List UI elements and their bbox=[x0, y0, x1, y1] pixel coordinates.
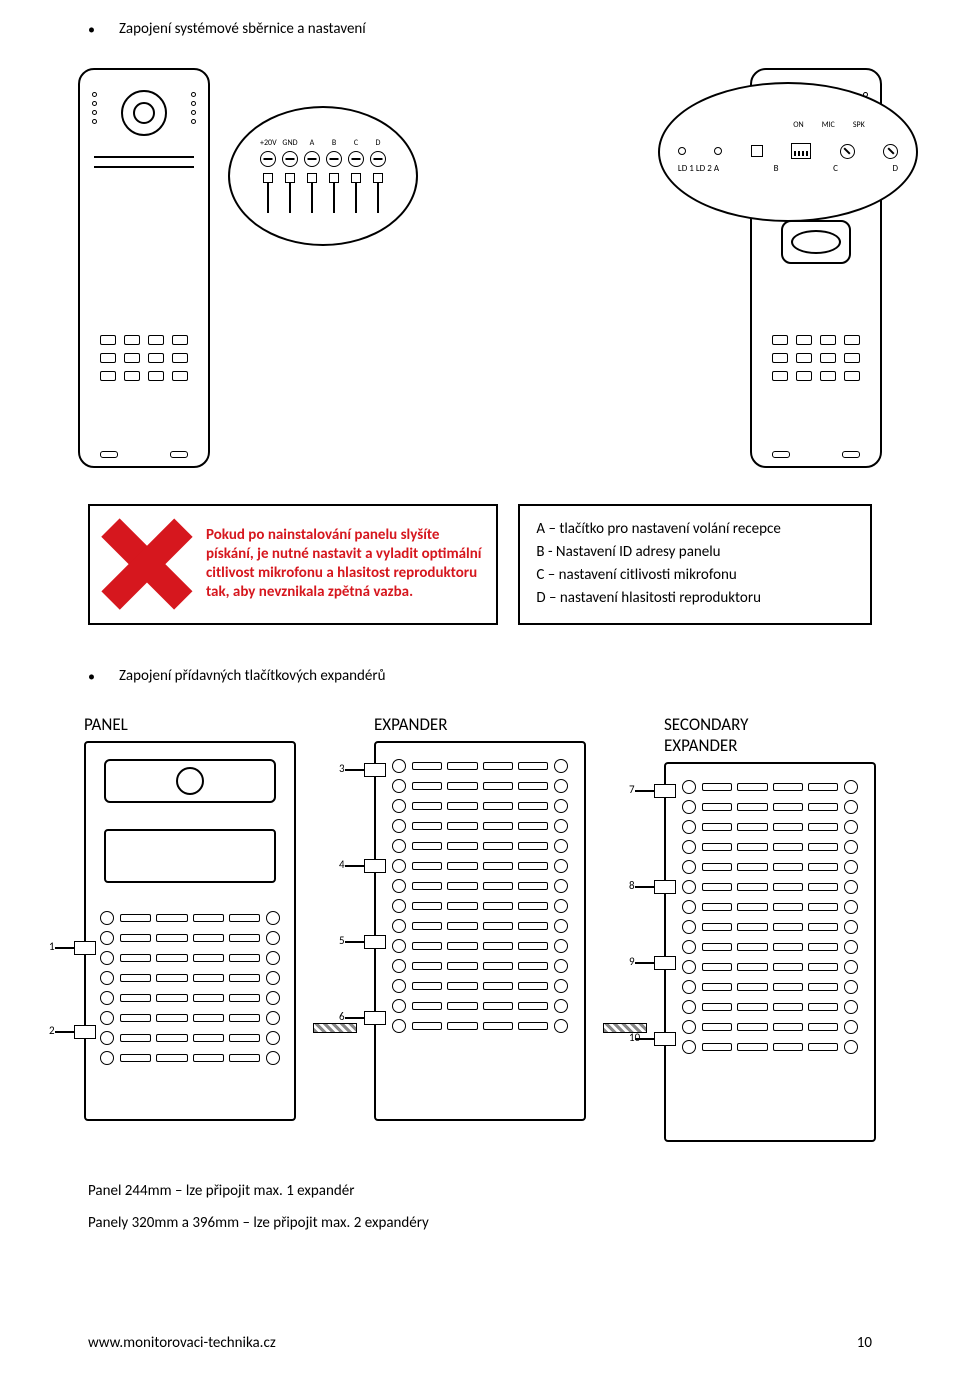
keypad bbox=[772, 335, 860, 381]
legend-c: C – nastavení citlivosti mikrofonu bbox=[536, 564, 854, 587]
col-expander: EXPANDER 3 4 5 6 bbox=[374, 714, 586, 1142]
callout-terminals: +20V GND A B C D bbox=[228, 106, 418, 246]
dip-switch-icon bbox=[791, 143, 811, 159]
bullet-icon: • bbox=[88, 20, 95, 40]
ctrl-label: ON bbox=[793, 120, 803, 130]
cable-icon bbox=[603, 1023, 647, 1033]
page-footer: www.monitorovaci-technika.cz 10 bbox=[88, 1334, 872, 1352]
bullet-icon: • bbox=[88, 667, 95, 687]
jack-num: 3 bbox=[339, 762, 345, 775]
jack-num: 6 bbox=[339, 1010, 345, 1023]
camera-icon bbox=[121, 90, 167, 136]
bottom-diagrams: PANEL 1 2 EXPANDER bbox=[84, 714, 876, 1142]
keypad bbox=[100, 335, 188, 381]
panel-device: 1 2 bbox=[84, 741, 296, 1121]
warning-box: Pokud po nainstalování panelu slyšíte pí… bbox=[88, 504, 498, 625]
heading-1-text: Zapojení systémové sběrnice a nastavení bbox=[119, 20, 366, 38]
term-label: +20V bbox=[260, 138, 276, 148]
heading-1: • Zapojení systémové sběrnice a nastaven… bbox=[88, 20, 872, 40]
jack-num: 1 bbox=[49, 940, 55, 953]
led-icon bbox=[714, 147, 722, 155]
ctrl-label: MIC bbox=[822, 120, 835, 130]
jack-num: 5 bbox=[339, 934, 345, 947]
jack-num: 8 bbox=[629, 879, 635, 892]
legend-d: D – nastavení hlasitosti reproduktoru bbox=[536, 587, 854, 610]
ctrl-label: LD 1 LD 2 A bbox=[678, 163, 719, 174]
footer-url: www.monitorovaci-technika.cz bbox=[88, 1334, 276, 1352]
heading-2-text: Zapojení přídavných tlačítkových expandé… bbox=[119, 667, 385, 685]
ctrl-label: SPK bbox=[853, 120, 865, 130]
legend-box: A – tlačítko pro nastavení volání recepc… bbox=[518, 504, 872, 625]
mic-adjust-icon bbox=[840, 144, 855, 159]
jack-num: 2 bbox=[49, 1024, 55, 1037]
warning-text: Pokud po nainstalování panelu slyšíte pí… bbox=[206, 526, 482, 603]
jack-num: 10 bbox=[629, 1031, 640, 1044]
button-a-icon bbox=[751, 145, 763, 157]
ctrl-label: C bbox=[833, 163, 838, 174]
ctrl-label: B bbox=[774, 163, 779, 174]
jack-num: 9 bbox=[629, 955, 635, 968]
jack-num: 4 bbox=[339, 858, 345, 871]
spk-adjust-icon bbox=[883, 144, 898, 159]
device-left bbox=[78, 68, 210, 468]
cable-icon bbox=[313, 1023, 357, 1033]
legend-a: A – tlačítko pro nastavení volání recepc… bbox=[536, 518, 854, 541]
secondary-expander-device: 7 8 9 10 bbox=[664, 762, 876, 1142]
warning-row: Pokud po nainstalování panelu slyšíte pí… bbox=[88, 504, 872, 625]
term-label: C bbox=[348, 138, 364, 148]
jack-num: 7 bbox=[629, 783, 635, 796]
footer-line-1: Panel 244mm – lze připojit max. 1 expand… bbox=[88, 1182, 872, 1200]
col-expander-label: EXPANDER bbox=[374, 714, 447, 735]
ctrl-label: D bbox=[893, 163, 899, 174]
col-secondary-label: SECONDARY EXPANDER bbox=[664, 714, 748, 756]
footer-notes: Panel 244mm – lze připojit max. 1 expand… bbox=[88, 1182, 872, 1232]
col-panel: PANEL 1 2 bbox=[84, 714, 296, 1142]
expander-device: 3 4 5 6 bbox=[374, 741, 586, 1121]
speaker-icon bbox=[781, 220, 851, 264]
col-secondary-expander: SECONDARY EXPANDER 7 8 9 10 bbox=[664, 714, 876, 1142]
callout-controls: LD 1 LD 2 A B C D ON MIC SPK bbox=[658, 82, 918, 222]
term-label: B bbox=[326, 138, 342, 148]
col-panel-label: PANEL bbox=[84, 714, 128, 735]
term-label: GND bbox=[282, 138, 298, 148]
top-diagrams: +20V GND A B C D bbox=[78, 68, 882, 468]
heading-2: • Zapojení přídavných tlačítkových expan… bbox=[88, 667, 872, 687]
page-number: 10 bbox=[857, 1334, 872, 1352]
footer-line-2: Panely 320mm a 396mm – lze připojit max.… bbox=[88, 1214, 872, 1232]
legend-b: B - Nastavení ID adresy panelu bbox=[536, 541, 854, 564]
term-label: A bbox=[304, 138, 320, 148]
led-icon bbox=[678, 147, 686, 155]
x-icon bbox=[104, 521, 190, 607]
term-label: D bbox=[370, 138, 386, 148]
